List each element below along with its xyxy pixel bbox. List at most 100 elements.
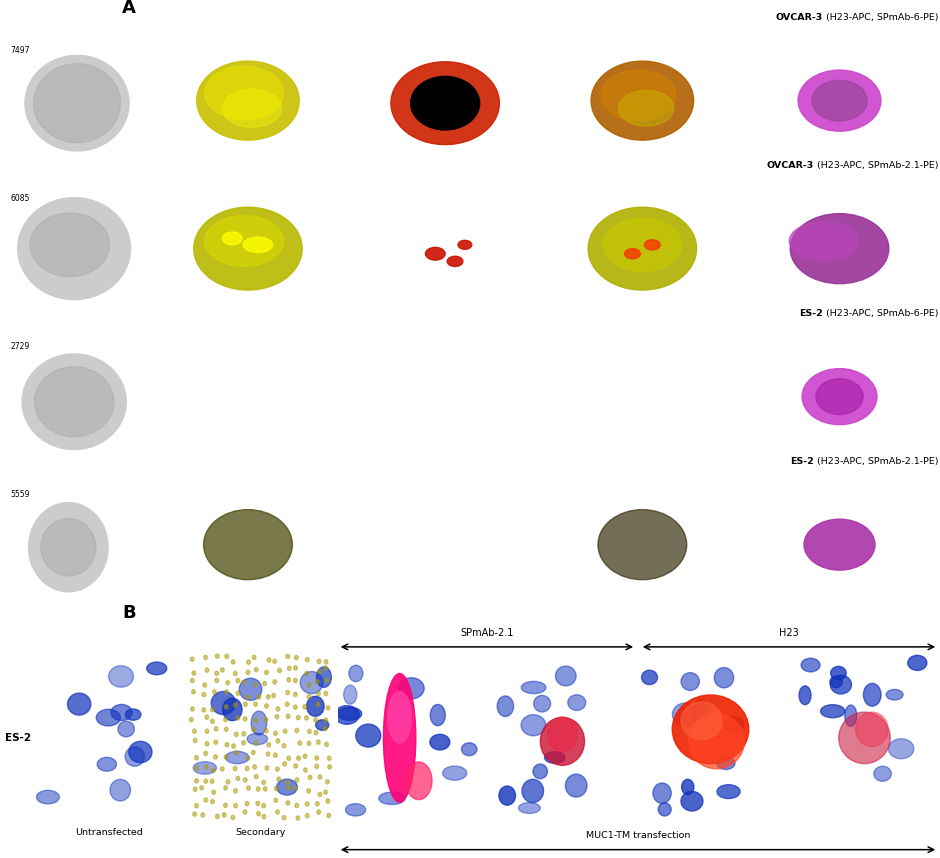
Ellipse shape [304, 768, 307, 772]
Ellipse shape [129, 741, 152, 763]
Ellipse shape [254, 702, 258, 706]
Ellipse shape [295, 777, 299, 782]
Ellipse shape [267, 743, 271, 747]
Ellipse shape [306, 813, 309, 818]
Ellipse shape [305, 671, 308, 675]
Ellipse shape [275, 810, 279, 814]
Ellipse shape [214, 727, 218, 731]
Ellipse shape [243, 810, 247, 814]
Ellipse shape [287, 678, 290, 682]
Ellipse shape [349, 665, 363, 681]
Ellipse shape [202, 692, 206, 697]
Ellipse shape [190, 657, 194, 662]
Text: BF: BF [70, 26, 84, 35]
Text: 7 μm: 7 μm [63, 302, 79, 307]
Text: BF: BF [70, 469, 84, 480]
Ellipse shape [204, 779, 208, 783]
Ellipse shape [304, 754, 306, 758]
Ellipse shape [266, 695, 270, 699]
Ellipse shape [598, 510, 687, 580]
Ellipse shape [458, 240, 472, 250]
Ellipse shape [257, 695, 260, 699]
Ellipse shape [798, 70, 881, 131]
Ellipse shape [243, 702, 247, 706]
Ellipse shape [205, 668, 209, 673]
Ellipse shape [293, 692, 297, 697]
Ellipse shape [324, 660, 328, 664]
Ellipse shape [215, 671, 219, 675]
Ellipse shape [245, 766, 249, 770]
Ellipse shape [323, 666, 327, 670]
Ellipse shape [263, 787, 267, 791]
Ellipse shape [273, 659, 276, 663]
Ellipse shape [264, 728, 268, 733]
Ellipse shape [307, 741, 311, 746]
Ellipse shape [296, 816, 300, 820]
Ellipse shape [307, 683, 311, 687]
Ellipse shape [263, 681, 266, 686]
Ellipse shape [251, 711, 267, 735]
Ellipse shape [324, 718, 328, 722]
Ellipse shape [830, 675, 852, 694]
Ellipse shape [245, 801, 249, 806]
Ellipse shape [224, 786, 227, 790]
Ellipse shape [242, 732, 245, 736]
Ellipse shape [257, 787, 260, 791]
Ellipse shape [282, 816, 286, 820]
Text: MUC1-TM transfection: MUC1-TM transfection [586, 831, 690, 840]
Ellipse shape [224, 717, 227, 722]
Ellipse shape [30, 213, 110, 276]
Ellipse shape [443, 766, 467, 780]
Ellipse shape [672, 695, 749, 764]
Ellipse shape [274, 787, 278, 791]
Ellipse shape [205, 66, 284, 120]
Ellipse shape [317, 659, 321, 663]
Ellipse shape [431, 704, 446, 726]
Ellipse shape [314, 730, 318, 734]
Ellipse shape [316, 702, 320, 706]
Ellipse shape [233, 671, 237, 675]
Ellipse shape [801, 658, 820, 672]
Ellipse shape [644, 239, 660, 250]
Ellipse shape [273, 680, 276, 684]
Text: 7 μm: 7 μm [63, 598, 79, 603]
Ellipse shape [211, 708, 214, 712]
Ellipse shape [236, 679, 240, 683]
Ellipse shape [283, 729, 287, 734]
Ellipse shape [565, 774, 587, 797]
Ellipse shape [193, 729, 196, 734]
Ellipse shape [234, 789, 238, 793]
Ellipse shape [192, 690, 196, 694]
Text: ES-2: ES-2 [790, 457, 814, 467]
Text: ES-2: ES-2 [799, 310, 822, 318]
Text: APC: APC [435, 26, 456, 35]
Ellipse shape [234, 804, 238, 808]
Ellipse shape [297, 756, 301, 760]
Text: Untransfected: Untransfected [75, 828, 143, 837]
Ellipse shape [233, 703, 237, 707]
Ellipse shape [236, 691, 240, 695]
Ellipse shape [37, 790, 59, 804]
Ellipse shape [277, 668, 281, 673]
Ellipse shape [225, 654, 228, 658]
Ellipse shape [225, 742, 228, 746]
Ellipse shape [192, 671, 196, 675]
Ellipse shape [215, 654, 219, 658]
Text: Hoechst: Hoechst [819, 469, 861, 480]
Ellipse shape [306, 802, 309, 807]
Ellipse shape [344, 686, 357, 704]
Ellipse shape [247, 734, 268, 745]
Ellipse shape [293, 705, 297, 710]
Ellipse shape [204, 798, 208, 802]
Ellipse shape [337, 707, 362, 721]
Ellipse shape [253, 764, 257, 769]
Ellipse shape [908, 656, 927, 670]
Ellipse shape [888, 739, 914, 758]
Ellipse shape [324, 692, 328, 696]
Ellipse shape [125, 709, 141, 720]
Text: H23: H23 [779, 628, 799, 638]
Ellipse shape [34, 63, 120, 142]
Ellipse shape [221, 668, 224, 672]
Ellipse shape [447, 257, 462, 267]
Ellipse shape [265, 704, 268, 708]
